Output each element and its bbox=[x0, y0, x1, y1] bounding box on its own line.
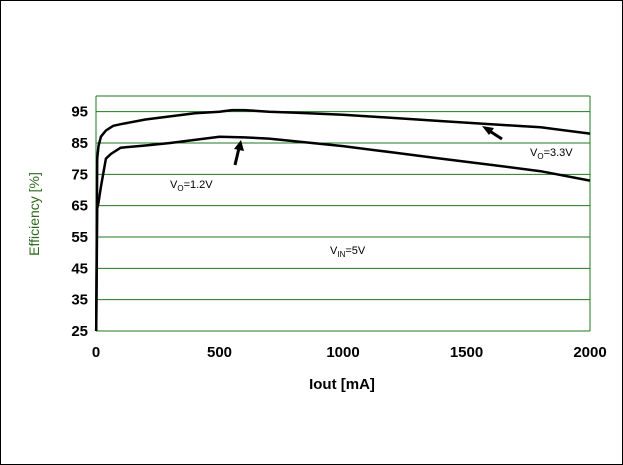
arrow-vo12 bbox=[233, 140, 244, 166]
annotation-vin: VIN=5V bbox=[330, 245, 366, 259]
x-tick-label: 1000 bbox=[326, 344, 359, 361]
y-tick-label: 45 bbox=[71, 260, 88, 277]
grid bbox=[96, 111, 590, 332]
x-tick-label: 1500 bbox=[450, 344, 483, 361]
y-tick-label: 75 bbox=[71, 166, 88, 183]
y-tick-label: 35 bbox=[71, 292, 88, 309]
plot-area bbox=[95, 95, 591, 332]
series-line-1 bbox=[94, 108, 591, 332]
y-tick-label: 95 bbox=[71, 104, 88, 121]
y-tick-label: 25 bbox=[71, 323, 88, 340]
series-line-2 bbox=[94, 135, 591, 332]
y-tick-label: 65 bbox=[71, 198, 88, 215]
arrow-vo33 bbox=[482, 126, 503, 141]
series-layer bbox=[94, 108, 591, 332]
x-tick-label: 500 bbox=[207, 344, 232, 361]
y-tick-label: 55 bbox=[71, 229, 88, 246]
y-tick-label: 85 bbox=[71, 135, 88, 152]
x-axis-title: Iout [mA] bbox=[309, 376, 375, 393]
annotation-vo33: VO=3.3V bbox=[530, 147, 573, 161]
x-tick-label: 2000 bbox=[573, 344, 606, 361]
annotation-vo12: VO=1.2V bbox=[170, 179, 213, 193]
y-axis-title: Efficiency [%] bbox=[26, 172, 42, 256]
tick-labels: 25 35 45 55 65 75 85 95 0 500 1000 1500 2000 bbox=[71, 104, 606, 361]
x-tick-label: 0 bbox=[92, 344, 100, 361]
